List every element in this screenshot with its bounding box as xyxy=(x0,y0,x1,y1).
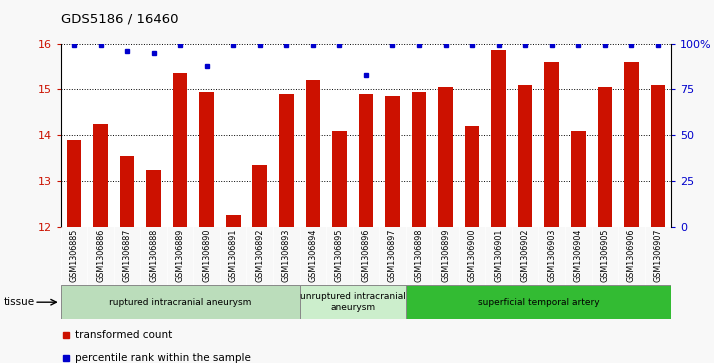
Text: GSM1306889: GSM1306889 xyxy=(176,229,185,282)
Bar xyxy=(518,85,533,227)
Bar xyxy=(226,215,241,227)
Text: GSM1306890: GSM1306890 xyxy=(202,229,211,282)
Bar xyxy=(598,87,612,227)
Bar xyxy=(385,96,400,227)
Text: GSM1306902: GSM1306902 xyxy=(521,229,530,282)
Text: GSM1306885: GSM1306885 xyxy=(69,229,79,282)
Text: GSM1306898: GSM1306898 xyxy=(415,229,423,282)
Bar xyxy=(544,62,559,227)
Text: GSM1306901: GSM1306901 xyxy=(494,229,503,282)
Bar xyxy=(438,87,453,227)
Bar xyxy=(120,156,134,227)
Text: GSM1306900: GSM1306900 xyxy=(468,229,476,282)
Text: percentile rank within the sample: percentile rank within the sample xyxy=(76,354,251,363)
Bar xyxy=(358,94,373,227)
Text: GSM1306892: GSM1306892 xyxy=(256,229,264,282)
Bar xyxy=(412,92,426,227)
Bar xyxy=(650,85,665,227)
Text: GSM1306891: GSM1306891 xyxy=(228,229,238,282)
Bar xyxy=(173,73,188,227)
Bar xyxy=(571,131,585,227)
Bar xyxy=(66,140,81,227)
Text: GSM1306893: GSM1306893 xyxy=(282,229,291,282)
Bar xyxy=(61,285,300,319)
Bar xyxy=(406,285,671,319)
Text: GSM1306886: GSM1306886 xyxy=(96,229,105,282)
Text: unruptured intracranial
aneurysm: unruptured intracranial aneurysm xyxy=(300,293,406,312)
Bar xyxy=(491,50,506,227)
Text: GDS5186 / 16460: GDS5186 / 16460 xyxy=(61,12,178,25)
Bar xyxy=(624,62,638,227)
Text: transformed count: transformed count xyxy=(76,330,173,340)
Bar xyxy=(253,165,267,227)
Text: superficial temporal artery: superficial temporal artery xyxy=(478,298,599,307)
Text: GSM1306888: GSM1306888 xyxy=(149,229,158,282)
Bar xyxy=(279,94,293,227)
Text: GSM1306905: GSM1306905 xyxy=(600,229,609,282)
Bar xyxy=(306,80,320,227)
Text: GSM1306896: GSM1306896 xyxy=(361,229,371,282)
Text: GSM1306903: GSM1306903 xyxy=(547,229,556,282)
Text: GSM1306906: GSM1306906 xyxy=(627,229,636,282)
Text: GSM1306894: GSM1306894 xyxy=(308,229,317,282)
Text: GSM1306907: GSM1306907 xyxy=(653,229,663,282)
Text: GSM1306895: GSM1306895 xyxy=(335,229,344,282)
Text: ruptured intracranial aneurysm: ruptured intracranial aneurysm xyxy=(109,298,251,307)
Text: GSM1306887: GSM1306887 xyxy=(123,229,131,282)
Text: GSM1306904: GSM1306904 xyxy=(574,229,583,282)
Bar xyxy=(300,285,406,319)
Bar xyxy=(332,131,347,227)
Bar xyxy=(146,170,161,227)
Text: GSM1306897: GSM1306897 xyxy=(388,229,397,282)
Text: GSM1306899: GSM1306899 xyxy=(441,229,450,282)
Bar xyxy=(94,124,108,227)
Bar xyxy=(199,92,214,227)
Text: tissue: tissue xyxy=(4,297,35,307)
Bar xyxy=(465,126,479,227)
